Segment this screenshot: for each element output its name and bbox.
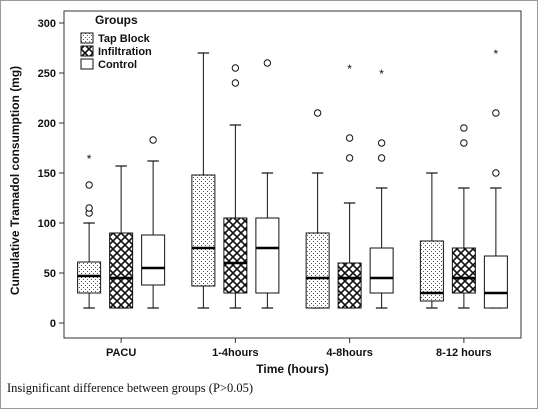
box: [77, 261, 102, 294]
legend-swatch: [80, 45, 94, 57]
outlier-point: [149, 136, 157, 144]
legend-label: Control: [98, 59, 137, 71]
y-tick-label: 250: [38, 68, 56, 80]
x-tick-label: 4-8hours: [326, 347, 372, 359]
box: [483, 255, 508, 309]
y-tick-label: 150: [38, 168, 56, 180]
outlier-point: [231, 64, 240, 72]
y-axis-title: Cumulative Tramadol consumption (mg): [8, 66, 22, 295]
box: [369, 247, 394, 294]
y-tick-label: 50: [44, 268, 56, 280]
x-axis-title: Time (hours): [256, 362, 328, 376]
outlier-point: [313, 109, 322, 117]
outlier-point: [492, 169, 500, 177]
x-tick-label: PACU: [106, 347, 136, 359]
legend-title: Groups: [95, 13, 138, 27]
box: [451, 247, 476, 294]
y-tick-label: 100: [38, 218, 56, 230]
x-tick-label: 8-12 hours: [436, 347, 492, 359]
legend-swatch: [80, 32, 94, 44]
boxplot-chart: 0 50 100 150 200 250 300 Cumulative Tramadol co…: [8, 10, 522, 376]
outlier-point: [377, 154, 386, 162]
outlier-point: [85, 204, 93, 212]
extreme-point: *: [379, 67, 384, 81]
box: [191, 174, 216, 287]
box: [255, 217, 280, 294]
legend-swatch: [80, 58, 94, 70]
box: [419, 240, 444, 302]
outlier-point: [85, 181, 93, 189]
box: [305, 232, 330, 309]
chart-caption: Insignificant difference between groups …: [7, 381, 253, 395]
box: [109, 232, 134, 309]
y-tick-label: 0: [50, 318, 56, 330]
legend-label: Tap Block: [98, 33, 151, 45]
outlier-point: [460, 124, 468, 132]
x-tick-label: 1-4hours: [212, 347, 258, 359]
y-tick-label: 300: [38, 18, 56, 30]
legend-label: Infiltration: [98, 46, 152, 58]
outlier-point: [460, 139, 468, 147]
box: [223, 217, 248, 294]
outlier-point: [492, 109, 500, 117]
box: [337, 262, 362, 309]
plot-area-frame: [63, 10, 522, 339]
outlier-point: [345, 154, 354, 162]
extreme-point: *: [494, 47, 499, 61]
outlier-point: [231, 79, 240, 87]
box: [141, 234, 166, 286]
outlier-point: [377, 139, 386, 147]
extreme-point: *: [347, 62, 352, 76]
outlier-point: [263, 59, 272, 67]
extreme-point: *: [87, 152, 92, 166]
outlier-point: [345, 134, 354, 142]
y-tick-label: 200: [38, 118, 56, 130]
